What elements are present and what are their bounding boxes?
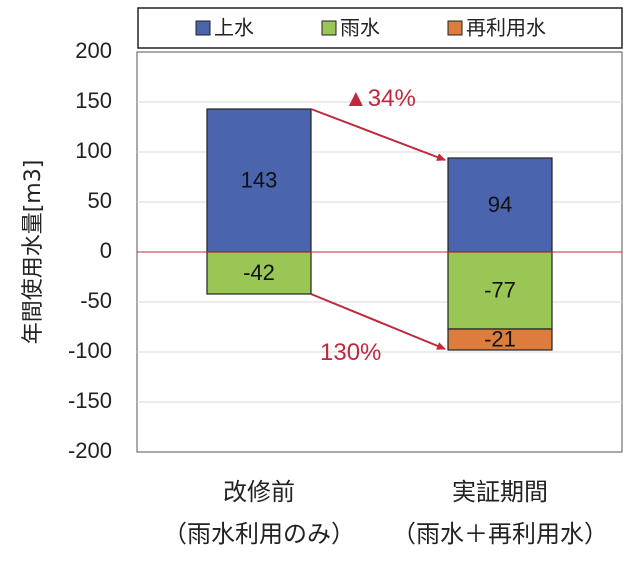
- y-axis-label: 年間使用水量[m3]: [21, 160, 46, 345]
- y-tick-label: -100: [68, 338, 112, 363]
- legend-label: 再利用水: [466, 16, 546, 40]
- bar-segment: [447, 328, 553, 351]
- category-sublabel: （雨水＋再利用水）: [392, 520, 608, 548]
- bar-segment: [206, 108, 312, 253]
- data-label: 94: [488, 192, 512, 217]
- legend-label: 雨水: [340, 16, 380, 40]
- legend-label: 上水: [214, 16, 254, 40]
- y-tick-label: -50: [80, 288, 112, 313]
- data-label: -77: [484, 277, 516, 302]
- annotation-top: ▲34%: [344, 85, 416, 112]
- y-tick-label: 200: [75, 38, 112, 63]
- legend-box: [137, 7, 623, 49]
- y-tick-label: 50: [88, 188, 112, 213]
- bar-segment: [447, 251, 553, 330]
- category-labels: 改修前 （雨水利用のみ） 実証期間 （雨水＋再利用水）: [163, 478, 608, 548]
- data-label: 143: [241, 167, 278, 192]
- bar-segment: [447, 157, 553, 253]
- annotations: ▲34% 130%: [320, 85, 416, 366]
- category-sublabel: （雨水利用のみ）: [163, 520, 355, 548]
- legend: 上水 雨水 再利用水: [137, 7, 623, 49]
- data-label: -21: [484, 326, 516, 351]
- category-label: 実証期間: [452, 478, 548, 506]
- arrows: [310, 108, 446, 350]
- y-tick-label: 0: [100, 238, 112, 263]
- y-tick-labels: 200 150 100 50 0 -50 -100 -150 -200: [68, 38, 112, 463]
- y-tick-label: 100: [75, 138, 112, 163]
- annotation-bottom: 130%: [320, 339, 381, 366]
- legend-swatch: [321, 20, 337, 36]
- legend-swatch: [195, 20, 211, 36]
- arrow-top: [310, 108, 446, 161]
- category-label: 改修前: [223, 478, 295, 506]
- y-tick-label: -200: [68, 438, 112, 463]
- legend-swatch: [447, 20, 463, 36]
- data-label: -42: [243, 260, 275, 285]
- bar-segment: [206, 251, 312, 295]
- data-labels: 143 -42 94 -77 -21: [241, 167, 516, 351]
- bars: [206, 108, 553, 351]
- y-tick-label: -150: [68, 388, 112, 413]
- y-tick-label: 150: [75, 88, 112, 113]
- arrow-bottom: [310, 293, 446, 350]
